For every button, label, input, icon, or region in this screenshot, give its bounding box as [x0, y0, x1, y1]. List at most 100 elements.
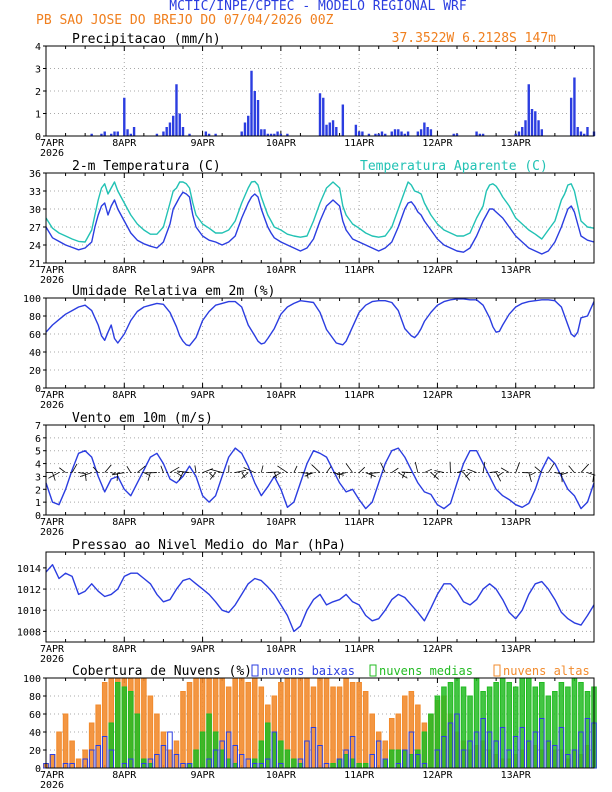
cloud-bar-nuvens-altas	[323, 677, 330, 769]
precip-bar	[393, 129, 397, 136]
cloud-bar-nuvens-medias	[225, 758, 232, 769]
wind-arrow	[210, 468, 223, 473]
cloud-bar-nuvens-medias	[506, 682, 512, 769]
precip-bar	[263, 129, 266, 136]
x-tick-label: 7APR	[40, 265, 65, 276]
cloud-bar-nuvens-altas	[291, 677, 297, 769]
y-tick-label: 80	[29, 312, 41, 323]
wind-arrow	[241, 472, 246, 478]
precip-bar	[207, 133, 211, 136]
cloud-bar-nuvens-altas	[225, 686, 232, 769]
cloud-bar-nuvens-altas	[375, 731, 382, 769]
wind-arrow	[260, 465, 264, 473]
cloud-bar-nuvens-medias	[558, 682, 565, 769]
legend-label: nuvens baixas	[261, 664, 355, 678]
precip-bar	[335, 127, 338, 136]
x-tick-label: 12APR	[422, 138, 453, 149]
wind-arrow	[243, 467, 255, 473]
wind-arrow	[160, 465, 164, 473]
cloud-bar-nuvens-altas	[180, 691, 186, 769]
cloud-bar-nuvens-medias	[330, 763, 336, 769]
cloud-bar-nuvens-medias	[265, 722, 271, 769]
wind-arrow	[137, 465, 146, 473]
cloud-bar-nuvens-altas	[362, 691, 369, 769]
x-year-label: 2026	[40, 275, 64, 286]
x-tick-label: 10APR	[266, 644, 297, 655]
y-tick-label: 100	[23, 674, 41, 685]
x-tick-label: 11APR	[344, 770, 375, 781]
precip-bar	[540, 129, 544, 136]
x-tick-label: 9APR	[191, 265, 216, 276]
precip-bar	[155, 133, 159, 136]
wind-arrow	[380, 462, 386, 473]
header-coords: 37.3522W 6.2128S 147m	[392, 31, 557, 46]
cloud-bar-nuvens-medias	[114, 682, 121, 769]
x-tick-label: 10APR	[266, 770, 297, 781]
precip-bar	[126, 129, 129, 136]
precip-bar	[243, 122, 247, 136]
cloud-bar-nuvens-medias	[382, 758, 389, 769]
precip-bar	[579, 131, 583, 136]
precip-bar	[586, 127, 589, 136]
y-tick-label: 40	[29, 728, 41, 739]
x-tick-label: 10APR	[266, 138, 297, 149]
x-tick-label: 12APR	[422, 644, 453, 655]
temp-frame	[45, 172, 595, 264]
cloud-bar-nuvens-medias	[441, 686, 447, 769]
wind-arrow	[209, 472, 216, 480]
x-tick-label: 9APR	[191, 517, 216, 528]
cloud-bar-nuvens-medias	[519, 677, 526, 769]
cloud-bar-nuvens-medias	[343, 754, 349, 769]
wind-arrow	[126, 466, 132, 473]
cloud-bar-nuvens-medias	[336, 758, 343, 769]
precip-bar	[419, 129, 423, 136]
x-tick-label: 8APR	[112, 644, 137, 655]
cloud-bar-nuvens-medias	[186, 763, 193, 769]
cloud-bar-nuvens-altas	[304, 677, 310, 769]
rh-frame	[45, 297, 595, 389]
precip-bar	[374, 133, 377, 136]
y-tick-label: 2	[35, 87, 41, 98]
y-tick-label: 0	[35, 511, 41, 522]
y-tick-label: 5	[35, 447, 41, 458]
x-tick-label: 10APR	[266, 517, 297, 528]
cloud-bar-nuvens-medias	[147, 763, 154, 769]
cloud-bar-nuvens-medias	[486, 686, 493, 769]
cloud-bar-nuvens-medias	[434, 695, 441, 769]
temp-line-0	[45, 180, 595, 243]
precip-bar	[583, 133, 586, 136]
precip-panel: 0 1 2 3 4 7APR 8APR 9APR 10APR 11APR 12APR 13APR 202…	[35, 32, 596, 159]
precip-bar	[478, 133, 482, 136]
precip-bar	[403, 133, 407, 136]
temp-title2: Temperatura Aparente (C)	[360, 159, 548, 174]
x-tick-label: 9APR	[191, 770, 216, 781]
cloud-bar-nuvens-medias	[271, 731, 278, 769]
cloud-bar-nuvens-medias	[402, 749, 408, 769]
wind-arrow	[456, 469, 466, 473]
rh-title: Umidade Relativa em 2m (%)	[72, 284, 276, 299]
cloud-bar-nuvens-medias	[571, 677, 578, 769]
cloud-bar-nuvens-medias	[447, 682, 454, 769]
cloud-bar-nuvens-altas	[369, 713, 375, 769]
y-tick-label: 33	[29, 187, 41, 198]
x-tick-label: 8APR	[112, 770, 137, 781]
precip-bar	[380, 131, 384, 136]
precip-bar	[273, 133, 276, 136]
precip-bar	[269, 133, 273, 136]
cloud-bar-nuvens-altas	[330, 686, 336, 769]
precip-bar	[397, 129, 400, 136]
precip-bar	[390, 131, 393, 136]
precip-bar	[367, 133, 371, 136]
cloud-bar-nuvens-medias	[193, 749, 199, 769]
wind-arrow	[368, 472, 379, 474]
rh-line-0	[45, 298, 595, 347]
y-tick-label: 0	[35, 384, 41, 395]
cloud-bar-nuvens-altas	[75, 758, 82, 769]
x-tick-label: 7APR	[40, 644, 65, 655]
precip-bar	[90, 133, 93, 136]
cloud-bar-nuvens-medias	[284, 749, 291, 769]
precip-bar	[100, 133, 103, 136]
precip-bar	[129, 133, 133, 136]
precip-bar	[328, 122, 331, 136]
wind-arrow	[326, 466, 332, 473]
